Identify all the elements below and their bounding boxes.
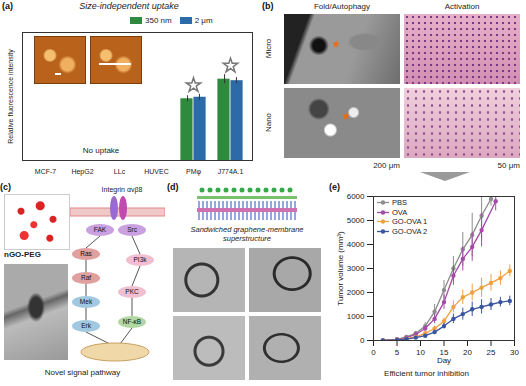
html-text:2 μm: 2 μm [194, 16, 213, 25]
svg-text:HUVEC: HUVEC [144, 168, 169, 175]
svg-text:0: 0 [371, 348, 376, 357]
svg-text:NF-κB: NF-κB [123, 318, 141, 325]
html-text:(d): (d) [167, 182, 179, 192]
svg-text:Erk: Erk [81, 322, 92, 329]
html-text:PBS: PBS [392, 198, 407, 207]
html-text:Activation: Activation [444, 2, 480, 11]
html-text:(e): (e) [329, 182, 340, 192]
svg-text:PKC: PKC [125, 288, 139, 295]
svg-text:4000: 4000 [347, 240, 365, 249]
svg-text:LLc: LLc [114, 168, 126, 175]
svg-text:20: 20 [463, 348, 472, 357]
svg-text:Tumor volume (mm³): Tumor volume (mm³) [336, 231, 345, 306]
svg-text:2000: 2000 [347, 288, 365, 297]
svg-text:Raf: Raf [81, 274, 91, 281]
svg-text:PI3k: PI3k [133, 256, 147, 263]
html-text:Efficient tumor inhibition: Efficient tumor inhibition [384, 369, 469, 378]
svg-text:MCF-7: MCF-7 [35, 168, 56, 175]
svg-text:FAK: FAK [94, 226, 107, 233]
html-text:Size-independent uptake: Size-independent uptake [79, 1, 179, 11]
html-text:Micro: Micro [263, 38, 273, 59]
html-text:Sandwiched graphene-membrane s: Sandwiched graphene-membrane superstruct… [190, 225, 304, 243]
svg-text:10: 10 [416, 348, 425, 357]
html-text:GO-OVA 2: GO-OVA 2 [392, 226, 428, 236]
svg-text:No uptake: No uptake [83, 146, 120, 155]
svg-text:3000: 3000 [347, 264, 365, 273]
html-text:Nano: Nano [263, 112, 273, 133]
svg-text:30: 30 [510, 348, 519, 357]
html-text:50 μm: 50 μm [497, 161, 520, 170]
html-text:Novel signal pathway: Novel signal pathway [44, 368, 121, 377]
html-text:GO-OVA 1: GO-OVA 1 [392, 217, 428, 226]
svg-text:J774A.1: J774A.1 [218, 168, 244, 175]
html-text:200 μm: 200 μm [373, 161, 400, 170]
html-text:nGO-PEG: nGO-PEG [4, 250, 41, 259]
svg-text:1000: 1000 [347, 312, 365, 321]
svg-text:HepG2: HepG2 [71, 168, 93, 176]
svg-text:15: 15 [439, 348, 449, 358]
html-text:OVA: OVA [392, 207, 408, 217]
svg-text:Mek: Mek [80, 298, 93, 305]
svg-text:Day: Day [437, 356, 451, 365]
svg-text:25: 25 [487, 348, 496, 357]
svg-text:Integrin αvβ8: Integrin αvβ8 [102, 186, 143, 194]
html-text:(c): (c) [0, 182, 11, 192]
svg-text:5: 5 [395, 348, 400, 357]
html-text:Fold/Autophagy: Fold/Autophagy [314, 2, 370, 11]
html-text:(b): (b) [262, 1, 274, 11]
svg-text:0: 0 [360, 336, 365, 345]
html-text:350 nm: 350 nm [145, 16, 172, 25]
html-text:(a): (a) [2, 1, 13, 11]
svg-text:Relative fluorescence intensit: Relative fluorescence intensity [7, 49, 15, 144]
svg-text:Src: Src [127, 226, 138, 233]
svg-text:5000: 5000 [347, 216, 365, 225]
svg-text:Ras: Ras [80, 250, 92, 257]
svg-text:PMφ: PMφ [186, 168, 202, 176]
svg-text:6000: 6000 [347, 192, 365, 201]
